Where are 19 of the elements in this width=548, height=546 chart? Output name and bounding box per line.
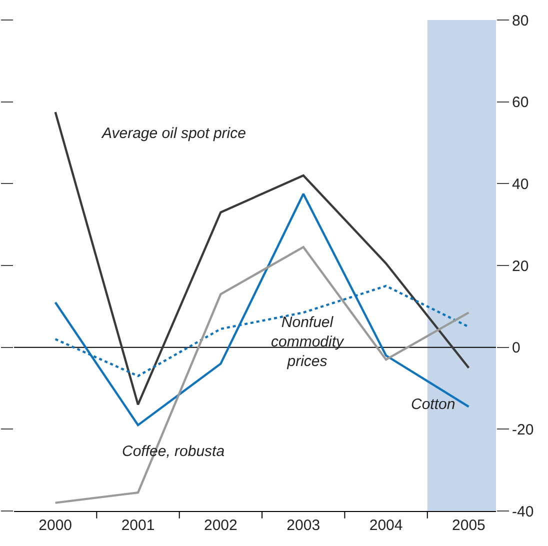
x-tick-label: 2000 [38, 517, 72, 534]
x-tick-label: 2005 [452, 517, 486, 534]
x-tick-label: 2001 [121, 517, 155, 534]
y-tick-label: -20 [512, 421, 534, 438]
x-tick-label: 2003 [286, 517, 320, 534]
series-label: Nonfuel commodity prices [271, 314, 346, 370]
series-label: Cotton [411, 396, 456, 413]
line-series [54, 192, 470, 426]
x-tick-label: 2002 [204, 517, 238, 534]
y-tick-label: 20 [512, 258, 529, 275]
y-tick-label: 0 [512, 340, 520, 357]
x-tick-label: 2004 [369, 517, 403, 534]
y-tick-label: 60 [512, 94, 529, 112]
line-series [54, 246, 470, 504]
y-tick-label: 40 [512, 176, 529, 193]
y-tick-label: -40 [512, 503, 534, 520]
series-label: Coffee, robusta [122, 443, 225, 460]
text: Average oil spot price [101, 125, 246, 142]
y-tick-label: 80 [512, 12, 529, 30]
